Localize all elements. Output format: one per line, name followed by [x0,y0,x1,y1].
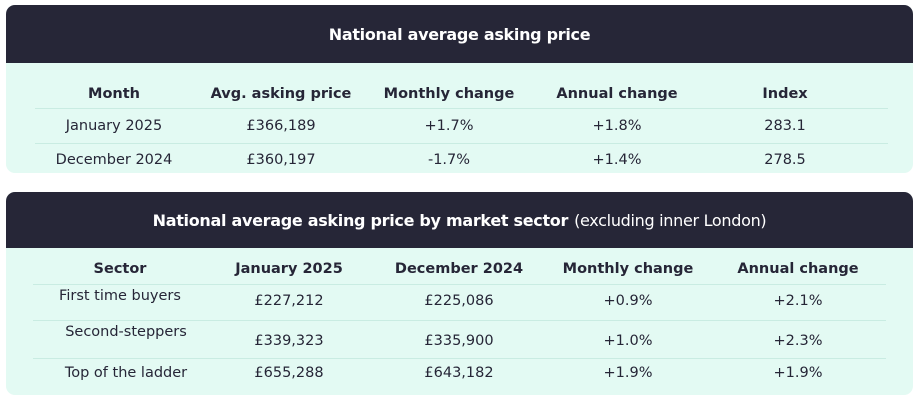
cell-sector: First time buyers [59,288,181,304]
market-sector-title: National average asking price by market … [152,210,569,230]
column-header-avg-asking-price: Avg. asking price [210,86,352,102]
row-divider [33,320,886,321]
cell-january-2025: £655,288 [254,365,324,381]
market-sector-card: National average asking price by market … [6,192,913,395]
cell-annual-change: +1.4% [592,152,642,168]
cell-month: December 2024 [55,152,173,168]
cell-monthly-change: +0.9% [603,293,653,309]
asking-price-header: National average asking price [6,5,913,63]
row-divider [35,108,888,109]
cell-monthly-change: +1.7% [424,118,474,134]
cell-annual-change: +2.3% [773,333,823,349]
column-header-monthly-change: Monthly change [562,261,694,277]
column-header-index: Index [762,86,808,102]
cell-avg-asking-price: £360,197 [246,152,316,168]
cell-annual-change: +1.8% [592,118,642,134]
cell-index: 283.1 [764,118,806,134]
column-header-sector: Sector [93,261,147,277]
cell-monthly-change: +1.9% [603,365,653,381]
asking-price-table: Month Avg. asking price Monthly change A… [35,63,888,173]
column-header-month: Month [88,86,140,102]
market-sector-table: Sector January 2025 December 2024 Monthl… [33,248,886,395]
market-sector-header: National average asking price by market … [6,192,913,248]
row-divider [35,143,888,144]
cell-december-2024: £643,182 [424,365,494,381]
column-header-december-2024: December 2024 [394,261,524,277]
column-header-january-2025: January 2025 [235,261,343,277]
row-divider [33,358,886,359]
column-header-annual-change: Annual change [556,86,678,102]
cell-month: January 2025 [65,118,163,134]
asking-price-card: National average asking price Month Avg.… [6,5,913,173]
cell-december-2024: £335,900 [424,333,494,349]
cell-monthly-change: -1.7% [427,152,471,168]
cell-sector: Second-steppers [65,324,187,340]
asking-price-title: National average asking price [328,24,591,44]
column-header-annual-change: Annual change [737,261,859,277]
cell-january-2025: £339,323 [254,333,324,349]
column-header-monthly-change: Monthly change [383,86,515,102]
cell-annual-change: +1.9% [773,365,823,381]
market-sector-subtitle: (excluding inner London) [574,210,767,230]
cell-monthly-change: +1.0% [603,333,653,349]
cell-avg-asking-price: £366,189 [246,118,316,134]
cell-january-2025: £227,212 [254,293,324,309]
row-divider [33,284,886,285]
cell-sector: Top of the ladder [64,365,188,381]
cell-december-2024: £225,086 [424,293,494,309]
cell-index: 278.5 [764,152,806,168]
cell-annual-change: +2.1% [773,293,823,309]
